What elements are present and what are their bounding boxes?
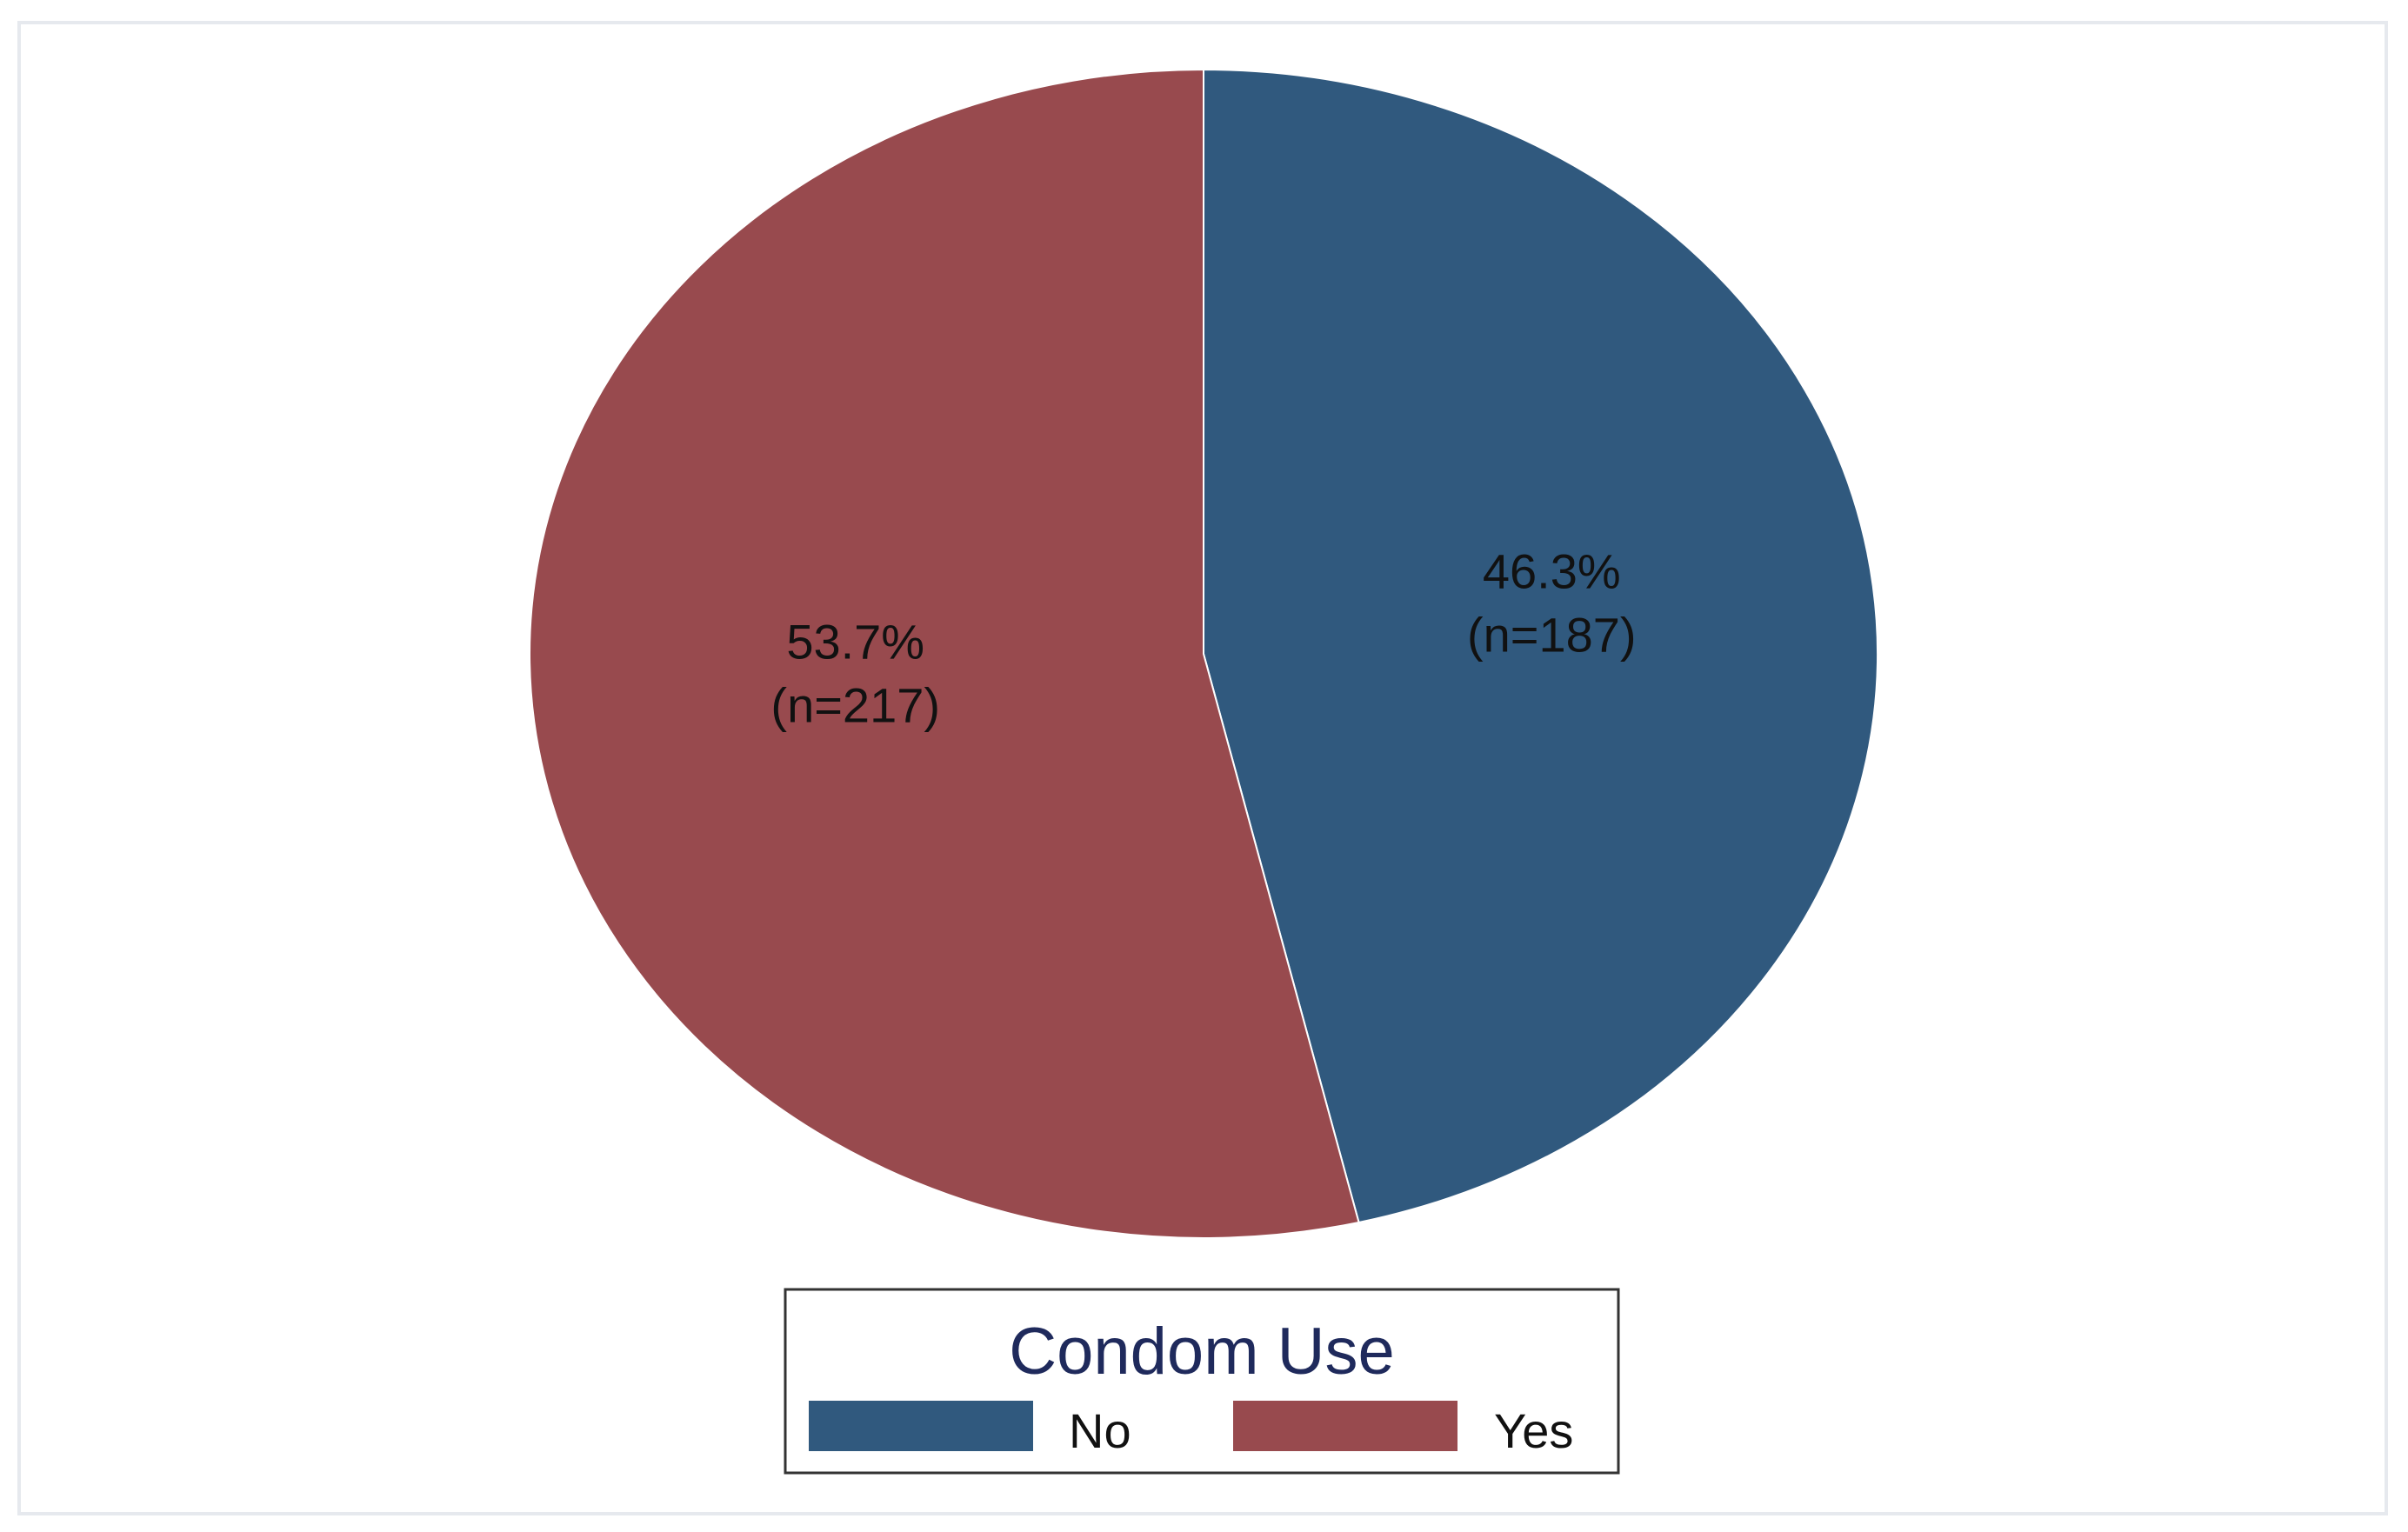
- pie-slices: [529, 68, 1878, 1239]
- legend-swatch-yes: [1233, 1401, 1457, 1451]
- slice-percent-label-no: 46.3%: [1483, 543, 1621, 598]
- slice-count-label-no: (n=187): [1467, 607, 1637, 662]
- legend: Condom Use No Yes: [784, 1288, 1620, 1475]
- pie-slice-labels: 46.3% (n=187) 53.7% (n=217): [770, 543, 1636, 732]
- legend-label-yes: Yes: [1494, 1403, 1573, 1458]
- legend-swatch-no: [809, 1401, 1033, 1451]
- pie-slice-no: [1203, 68, 1878, 1224]
- pie-slice-yes: [529, 68, 1360, 1239]
- legend-label-no: No: [1069, 1403, 1131, 1458]
- slice-count-label-yes: (n=217): [770, 678, 940, 733]
- legend-title: Condom Use: [1009, 1315, 1395, 1389]
- slice-percent-label-yes: 53.7%: [786, 615, 924, 669]
